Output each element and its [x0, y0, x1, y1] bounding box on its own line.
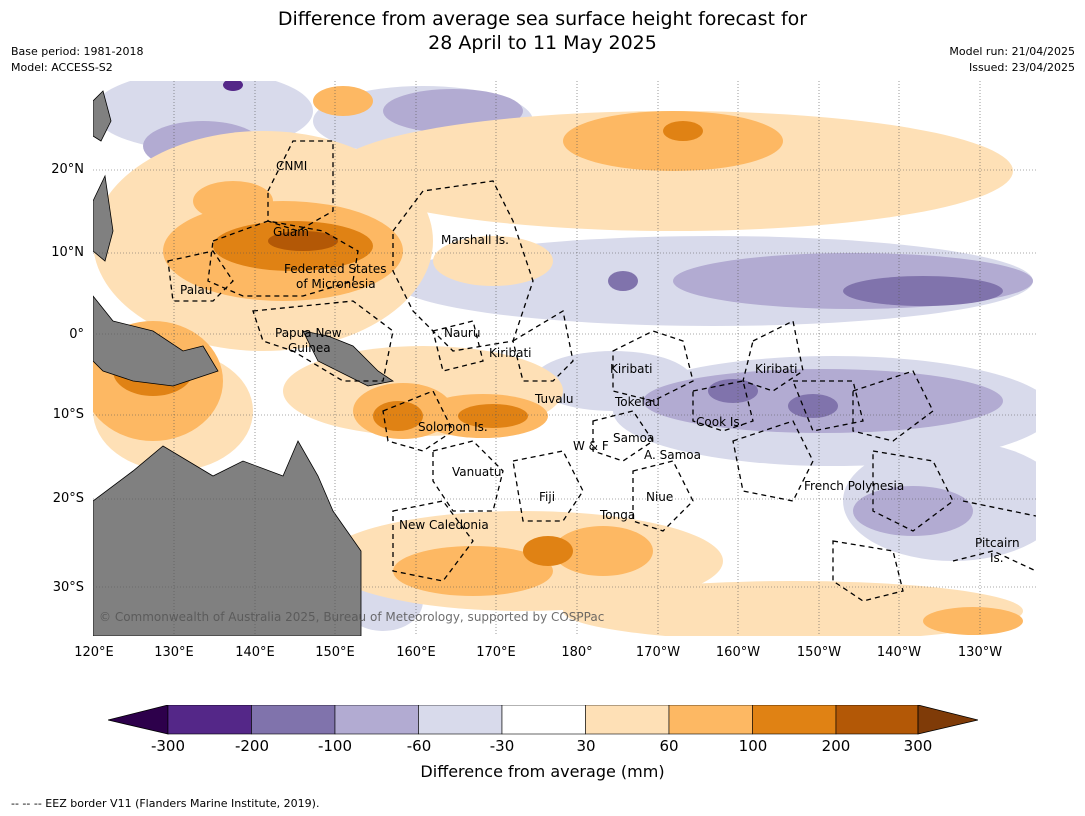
- issued-date: Issued: 23/04/2025: [968, 61, 1075, 74]
- label-cook-is: Cook Is.: [696, 415, 744, 429]
- label-solomon-is: Solomon Is.: [418, 420, 488, 434]
- colorbar-bin: [501, 705, 586, 735]
- lat-label-20n: 20°N: [51, 162, 84, 177]
- label-fsm-line1: Federated States: [284, 262, 387, 276]
- base-period: Base period: 1981-2018: [11, 45, 144, 58]
- label-kiribati-central: Kiribati: [610, 362, 653, 376]
- colorbar-bin: [585, 705, 670, 735]
- lon-label-130e: 130°E: [154, 645, 194, 660]
- colorbar-bin: [418, 705, 503, 735]
- map-title-line2: 28 April to 11 May 2025: [428, 32, 657, 54]
- lon-label-130w: 130°W: [957, 645, 1003, 660]
- colorbar: [108, 705, 978, 735]
- colorbar-tick: -30: [489, 737, 515, 755]
- label-pitcairn-line2: Is.: [990, 551, 1004, 565]
- colorbar-tick: 100: [738, 737, 768, 755]
- lon-label-150e: 150°E: [315, 645, 355, 660]
- lon-label-150w: 150°W: [796, 645, 842, 660]
- label-vanuatu: Vanuatu: [452, 465, 502, 479]
- lon-label-170w: 170°W: [635, 645, 681, 660]
- colorbar-tick: -100: [317, 737, 353, 755]
- lon-label-140w: 140°W: [876, 645, 922, 660]
- label-tuvalu: Tuvalu: [535, 392, 574, 406]
- eez-border-credit: -- -- -- EEZ border V11 (Flanders Marine…: [11, 797, 320, 810]
- colorbar-tick: -200: [234, 737, 270, 755]
- colorbar-bin: [835, 705, 919, 735]
- model-name: Model: ACCESS-S2: [11, 61, 113, 74]
- label-tonga: Tonga: [600, 508, 636, 522]
- label-samoa: Samoa: [613, 431, 655, 445]
- colorbar-tick: 30: [576, 737, 596, 755]
- lat-label-0: 0°: [69, 327, 84, 342]
- lon-label-120e: 120°E: [74, 645, 114, 660]
- lat-label-30s: 30°S: [52, 580, 84, 595]
- label-guam: Guam: [273, 225, 309, 239]
- label-nauru: Nauru: [444, 326, 481, 340]
- label-fsm-line2: of Micronesia: [296, 277, 376, 291]
- colorbar-tick: -300: [150, 737, 186, 755]
- lon-label-160e: 160°E: [396, 645, 436, 660]
- colorbar-tick: 300: [903, 737, 933, 755]
- lon-label-170e: 170°E: [476, 645, 516, 660]
- colorbar-tick: 200: [821, 737, 851, 755]
- colorbar-bin: [668, 705, 753, 735]
- label-american-samoa: A. Samoa: [644, 448, 701, 462]
- label-png-line2: Guinea: [288, 341, 331, 355]
- label-marshall-is: Marshall Is.: [441, 233, 509, 247]
- label-pitcairn-line1: Pitcairn: [975, 536, 1020, 550]
- colorbar-bin: [251, 705, 336, 735]
- lat-label-10s: 10°S: [52, 407, 84, 422]
- label-wallis-futuna: W & F: [573, 439, 609, 453]
- label-french-polynesia: French Polynesia: [804, 479, 905, 493]
- label-new-caledonia: New Caledonia: [399, 518, 489, 532]
- label-kiribati-east: Kiribati: [755, 362, 798, 376]
- label-png-line1: Papua New: [275, 326, 342, 340]
- map-title-line1: Difference from average sea surface heig…: [277, 8, 808, 30]
- label-niue: Niue: [646, 490, 674, 504]
- colorbar-tick: -60: [406, 737, 432, 755]
- label-tokelau: Tokelau: [615, 395, 660, 409]
- colorbar-min-extension: [108, 705, 169, 735]
- model-run: Model run: 21/04/2025: [949, 45, 1075, 58]
- lon-label-140e: 140°E: [235, 645, 275, 660]
- copyright-notice: © Commonwealth of Australia 2025, Bureau…: [99, 610, 605, 624]
- label-kiribati-west: Kiribati: [489, 346, 532, 360]
- colorbar-bin: [752, 705, 837, 735]
- label-cnmi: CNMI: [276, 159, 308, 173]
- colorbar-max-extension: [917, 705, 978, 735]
- colorbar-tick: 60: [659, 737, 679, 755]
- label-palau: Palau: [180, 283, 213, 297]
- lon-label-180: 180°: [561, 645, 593, 660]
- graticule: [93, 81, 1036, 636]
- lat-label-20s: 20°S: [52, 491, 84, 506]
- colorbar-title: Difference from average (mm): [420, 762, 665, 781]
- eez-borders: [167, 140, 1036, 602]
- sea-surface-height-map: CNMI Guam Marshall Is. Federated States …: [93, 81, 1036, 636]
- lon-label-160w: 160°W: [715, 645, 761, 660]
- lat-label-10n: 10°N: [51, 245, 84, 260]
- label-fiji: Fiji: [539, 490, 556, 504]
- map-canvas: [93, 81, 1036, 636]
- colorbar-bin: [167, 705, 252, 735]
- colorbar-bin: [334, 705, 419, 735]
